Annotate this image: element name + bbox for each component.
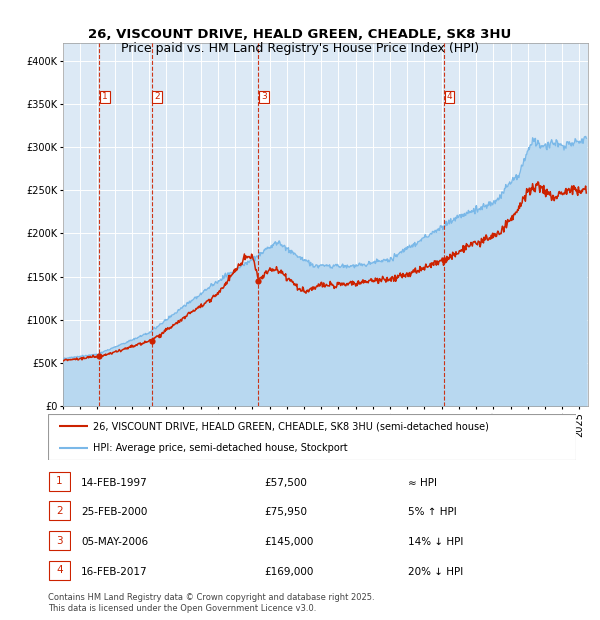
Text: HPI: Average price, semi-detached house, Stockport: HPI: Average price, semi-detached house,… [93, 443, 347, 453]
Text: Contains HM Land Registry data © Crown copyright and database right 2025.
This d: Contains HM Land Registry data © Crown c… [48, 593, 374, 613]
Text: 1: 1 [102, 92, 108, 102]
Text: 3: 3 [261, 92, 267, 102]
Text: £75,950: £75,950 [264, 507, 307, 517]
Text: £57,500: £57,500 [264, 477, 307, 487]
Text: 20% ↓ HPI: 20% ↓ HPI [408, 567, 463, 577]
Text: £169,000: £169,000 [264, 567, 313, 577]
Text: 4: 4 [446, 92, 452, 102]
Text: 26, VISCOUNT DRIVE, HEALD GREEN, CHEADLE, SK8 3HU: 26, VISCOUNT DRIVE, HEALD GREEN, CHEADLE… [88, 28, 512, 41]
Text: 2: 2 [56, 506, 63, 516]
Text: 05-MAY-2006: 05-MAY-2006 [81, 537, 148, 547]
Bar [49, 531, 70, 550]
Text: 25-FEB-2000: 25-FEB-2000 [81, 507, 148, 517]
Text: 14-FEB-1997: 14-FEB-1997 [81, 477, 148, 487]
Text: ≈ HPI: ≈ HPI [408, 477, 437, 487]
Text: 14% ↓ HPI: 14% ↓ HPI [408, 537, 463, 547]
Bar [49, 561, 70, 580]
Text: 16-FEB-2017: 16-FEB-2017 [81, 567, 148, 577]
Text: Price paid vs. HM Land Registry's House Price Index (HPI): Price paid vs. HM Land Registry's House … [121, 42, 479, 55]
Text: 1: 1 [56, 476, 63, 486]
Text: 5% ↑ HPI: 5% ↑ HPI [408, 507, 457, 517]
Text: 26, VISCOUNT DRIVE, HEALD GREEN, CHEADLE, SK8 3HU (semi-detached house): 26, VISCOUNT DRIVE, HEALD GREEN, CHEADLE… [93, 421, 489, 431]
Text: 3: 3 [56, 536, 63, 546]
Text: £145,000: £145,000 [264, 537, 313, 547]
Bar [49, 472, 70, 490]
Text: 2: 2 [154, 92, 160, 102]
Bar [49, 502, 70, 520]
Text: 4: 4 [56, 565, 63, 575]
